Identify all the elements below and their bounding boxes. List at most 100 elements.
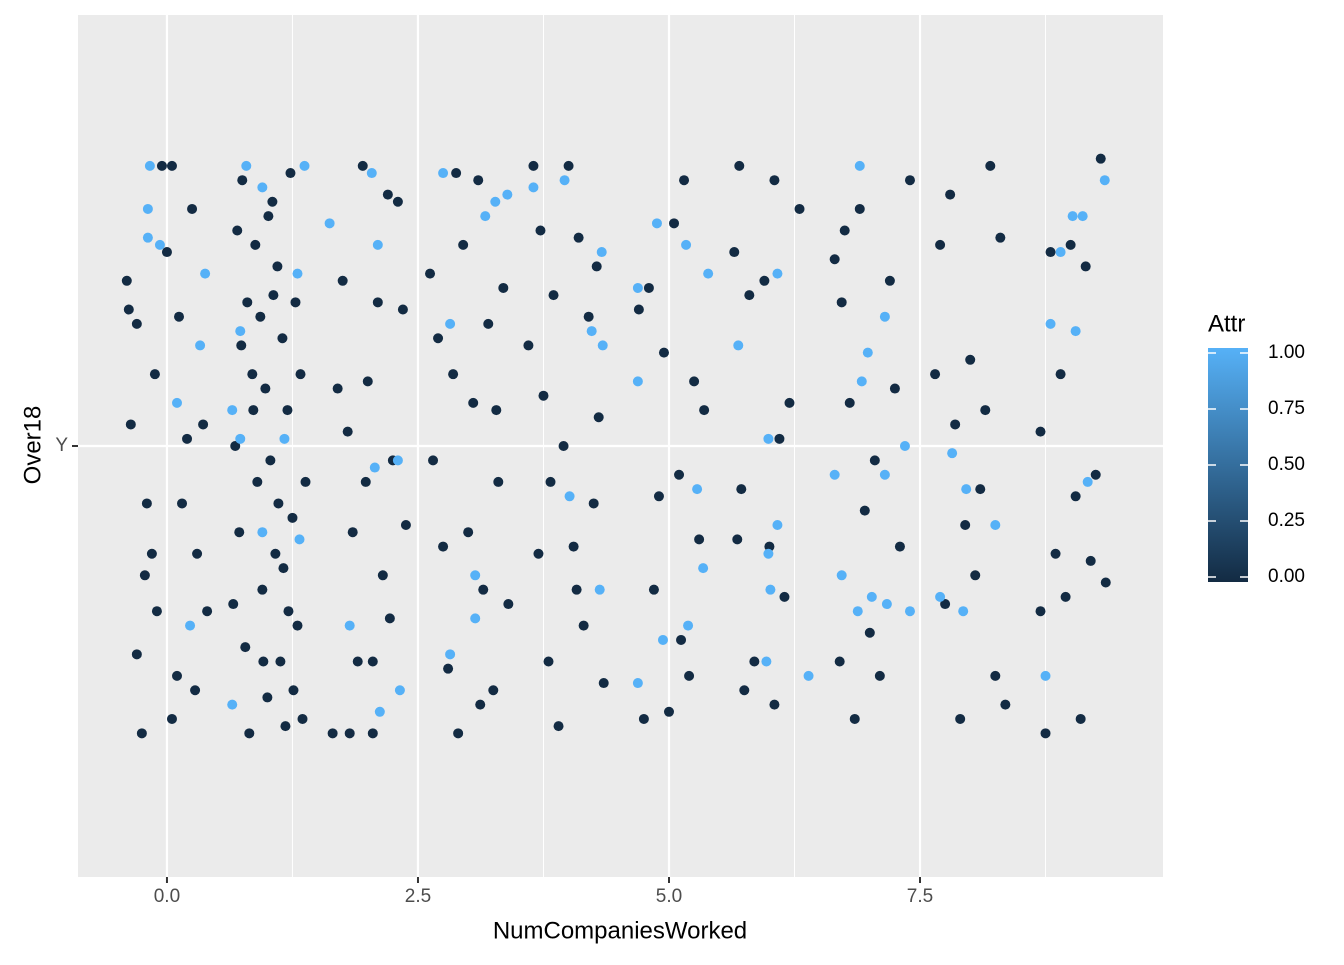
point [763, 548, 774, 559]
point [597, 340, 608, 351]
point [699, 405, 710, 416]
point [904, 606, 915, 617]
point [935, 239, 946, 250]
point [463, 527, 474, 538]
point [1035, 426, 1046, 437]
point [894, 541, 905, 552]
point [232, 225, 243, 236]
point [458, 239, 469, 250]
point [676, 634, 687, 645]
point [990, 670, 1001, 681]
point [961, 484, 972, 495]
point [154, 239, 165, 250]
point [234, 527, 245, 538]
point [362, 376, 373, 387]
point [352, 656, 363, 667]
point [559, 175, 570, 186]
point [425, 268, 436, 279]
point [1095, 153, 1106, 164]
point [480, 211, 491, 222]
point [290, 297, 301, 308]
point [236, 340, 247, 351]
point [548, 290, 559, 301]
point [874, 670, 885, 681]
point [528, 182, 539, 193]
point [571, 584, 582, 595]
point [192, 548, 203, 559]
point [663, 706, 674, 717]
point [533, 548, 544, 559]
point [1099, 175, 1110, 186]
point [879, 469, 890, 480]
point [990, 520, 1001, 531]
point [270, 548, 281, 559]
point [859, 505, 870, 516]
point [151, 606, 162, 617]
point [658, 347, 669, 358]
point [438, 168, 449, 179]
point [638, 713, 649, 724]
point [288, 685, 299, 696]
point [586, 326, 597, 337]
colorbar-label: 0.00 [1268, 566, 1305, 587]
point [227, 699, 238, 710]
point [174, 311, 185, 322]
point [1067, 211, 1078, 222]
point [258, 656, 269, 667]
point [347, 527, 358, 538]
point [694, 534, 705, 545]
point [237, 175, 248, 186]
colorbar-label: 1.00 [1268, 342, 1305, 363]
point [528, 160, 539, 171]
point [854, 160, 865, 171]
point [235, 326, 246, 337]
point [947, 448, 958, 459]
point [478, 584, 489, 595]
point [247, 369, 258, 380]
point [674, 469, 685, 480]
point [729, 247, 740, 258]
point [360, 476, 371, 487]
point [535, 225, 546, 236]
point [1082, 476, 1093, 487]
point [703, 268, 714, 279]
point [765, 584, 776, 595]
point [596, 247, 607, 258]
point [260, 383, 271, 394]
point [632, 282, 643, 293]
point [195, 340, 206, 351]
point [1055, 369, 1066, 380]
point [166, 713, 177, 724]
point [131, 318, 142, 329]
point [1090, 469, 1101, 480]
point [369, 462, 380, 473]
point [940, 599, 951, 610]
point [227, 405, 238, 416]
point [759, 275, 770, 286]
point [543, 656, 554, 667]
point [681, 239, 692, 250]
point [1040, 670, 1051, 681]
point [200, 268, 211, 279]
point [1055, 247, 1066, 258]
point [1065, 239, 1076, 250]
point [849, 713, 860, 724]
point [879, 311, 890, 322]
point [384, 613, 395, 624]
point [146, 548, 157, 559]
point [230, 441, 241, 451]
point [244, 728, 255, 739]
point [278, 563, 289, 574]
point [272, 261, 283, 272]
point [1100, 577, 1111, 588]
point [657, 634, 668, 645]
point [632, 376, 643, 387]
point [470, 613, 481, 624]
point [295, 369, 306, 380]
point [257, 182, 268, 193]
point [282, 405, 293, 416]
point [475, 699, 486, 710]
point [327, 728, 338, 739]
point [588, 498, 599, 509]
point [1075, 713, 1086, 724]
